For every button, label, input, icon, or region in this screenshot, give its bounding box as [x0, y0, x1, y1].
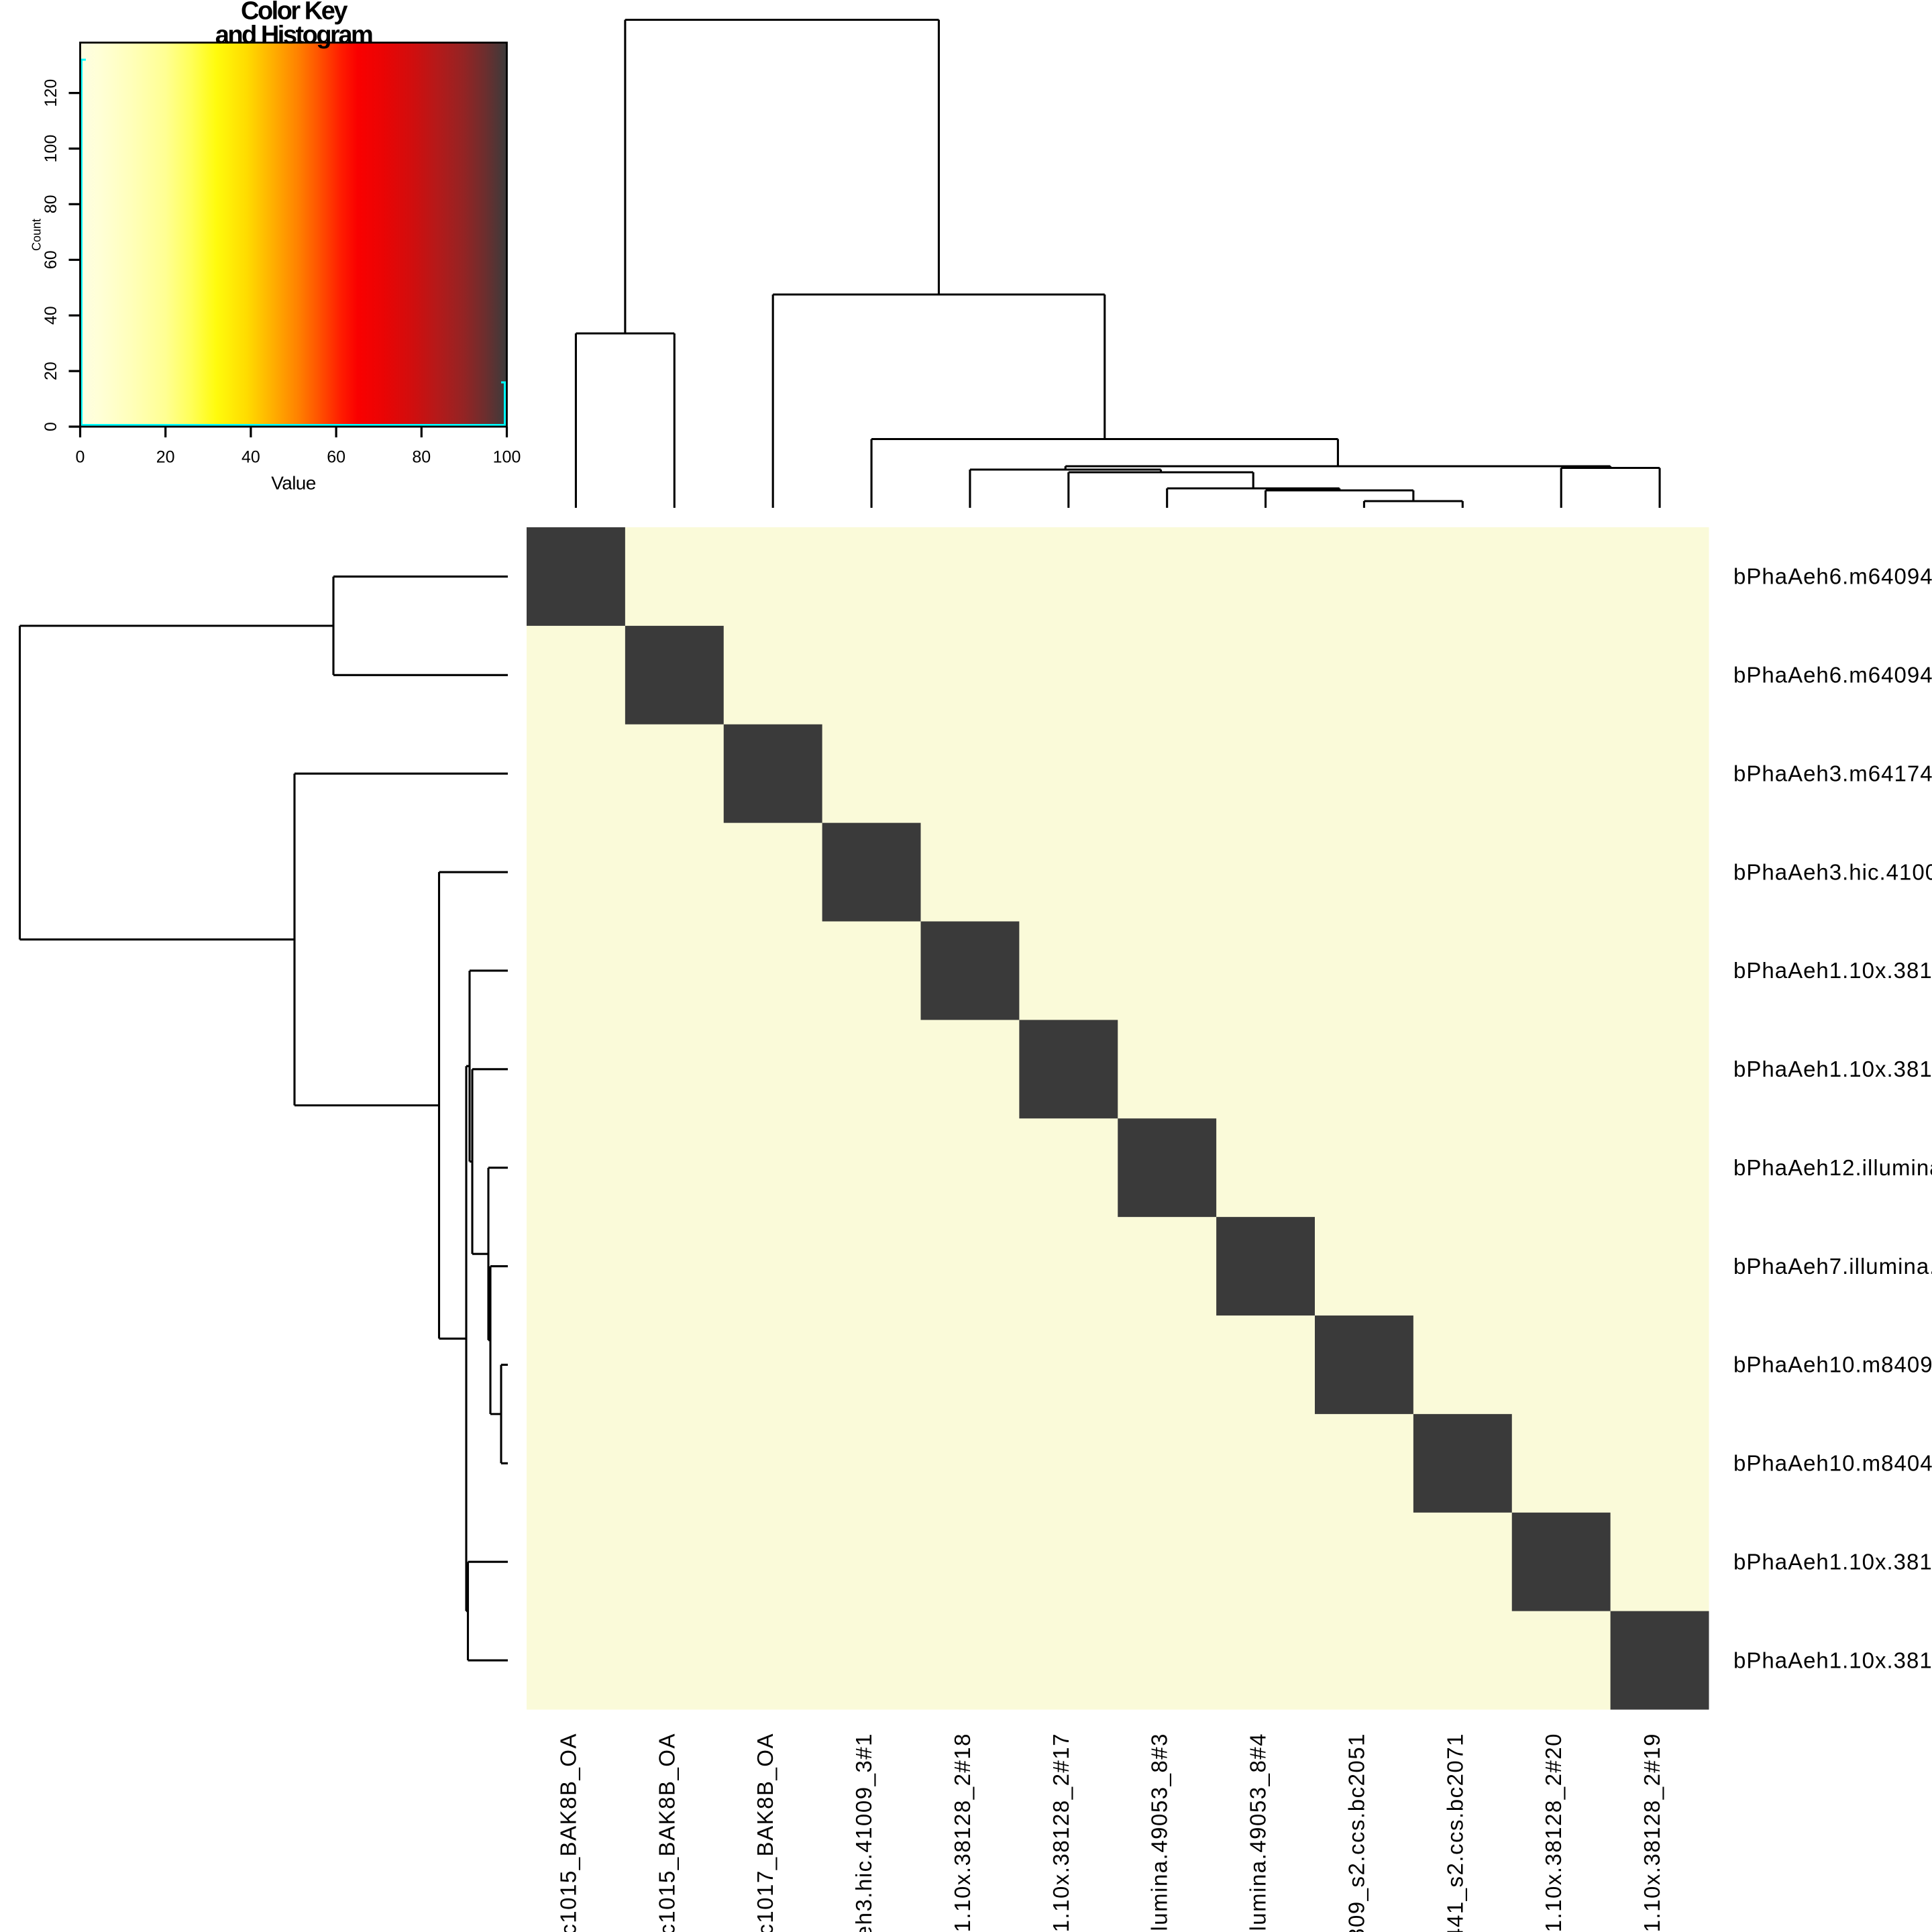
svg-text:80: 80	[412, 448, 431, 467]
svg-text:0: 0	[76, 448, 85, 467]
svg-text:bPhaAeh10.m84046_200441_s2.ccs: bPhaAeh10.m84046_200441_s2.ccs.bc2071	[1442, 1733, 1467, 1932]
svg-text:bPhaAeh1.10x.38128_2#19: bPhaAeh1.10x.38128_2#19	[1640, 1733, 1664, 1932]
svg-text:40: 40	[241, 448, 260, 467]
svg-text:bPhaAeh1.10x.38128_2#17: bPhaAeh1.10x.38128_2#17	[1733, 1057, 1932, 1081]
svg-text:and Histogram: and Histogram	[215, 21, 372, 50]
svg-text:bPhaAeh7.illumina.49053_8#4: bPhaAeh7.illumina.49053_8#4	[1246, 1733, 1271, 1932]
svg-text:bPhaAeh12.illumina.49053_8#3: bPhaAeh12.illumina.49053_8#3	[1147, 1733, 1172, 1932]
svg-text:bPhaAeh7.illumina.49053_8#4: bPhaAeh7.illumina.49053_8#4	[1733, 1254, 1932, 1279]
svg-text:120: 120	[42, 79, 60, 107]
svg-text:bPhaAeh6.m64094e_210223.ccs.bc: bPhaAeh6.m64094e_210223.ccs.bc1015_BAK8B…	[555, 1733, 580, 1932]
svg-text:bPhaAeh10.m84094_200809_s2.ccs: bPhaAeh10.m84094_200809_s2.ccs.bc2051	[1733, 1352, 1932, 1377]
svg-text:bPhaAeh1.10x.38128_2#20: bPhaAeh1.10x.38128_2#20	[1541, 1733, 1566, 1932]
svg-text:bPhaAeh3.m64174e_210222.ccs.bc: bPhaAeh3.m64174e_210222.ccs.bc1017_BAK8B…	[753, 1733, 777, 1932]
svg-text:20: 20	[42, 362, 60, 380]
svg-text:bPhaAeh3.hic.41009_3#1: bPhaAeh3.hic.41009_3#1	[1733, 859, 1932, 884]
svg-text:20: 20	[156, 448, 175, 467]
svg-text:bPhaAeh3.hic.41009_3#1: bPhaAeh3.hic.41009_3#1	[851, 1733, 876, 1932]
svg-text:bPhaAeh3.m64174e_210222.ccs.bc: bPhaAeh3.m64174e_210222.ccs.bc1017_BAK8B…	[1733, 761, 1932, 786]
svg-text:bPhaAeh6.m64094e_210223.ccs.bc: bPhaAeh6.m64094e_210223.ccs.bc1015_BAK8B…	[1733, 564, 1932, 589]
svg-text:0: 0	[42, 422, 60, 431]
svg-text:Count: Count	[30, 219, 44, 251]
svg-text:bPhaAeh1.10x.38128_2#18: bPhaAeh1.10x.38128_2#18	[950, 1733, 975, 1932]
svg-text:Value: Value	[271, 473, 316, 494]
svg-text:80: 80	[42, 195, 60, 213]
svg-text:bPhaAeh10.m84094_200809_s2.ccs: bPhaAeh10.m84094_200809_s2.ccs.bc2051	[1344, 1733, 1368, 1932]
svg-text:40: 40	[42, 306, 60, 325]
svg-text:100: 100	[42, 135, 60, 163]
svg-text:bPhaAeh1.10x.38128_2#20: bPhaAeh1.10x.38128_2#20	[1733, 1549, 1932, 1574]
svg-text:bPhaAeh1.10x.38128_2#17: bPhaAeh1.10x.38128_2#17	[1049, 1733, 1073, 1932]
svg-text:bPhaAeh10.m84046_200441_s2.ccs: bPhaAeh10.m84046_200441_s2.ccs.bc2071	[1733, 1451, 1932, 1476]
svg-text:bPhaAeh6.m64094e_210225.ccs.bc: bPhaAeh6.m64094e_210225.ccs.bc1015_BAK8B…	[654, 1733, 679, 1932]
svg-text:bPhaAeh1.10x.38128_2#18: bPhaAeh1.10x.38128_2#18	[1733, 958, 1932, 983]
svg-text:60: 60	[42, 250, 60, 269]
svg-text:bPhaAeh12.illumina.49053_8#3: bPhaAeh12.illumina.49053_8#3	[1733, 1155, 1932, 1180]
svg-text:100: 100	[493, 448, 521, 467]
svg-text:bPhaAeh1.10x.38128_2#19: bPhaAeh1.10x.38128_2#19	[1733, 1648, 1932, 1672]
svg-text:Color Key: Color Key	[241, 0, 347, 25]
svg-text:60: 60	[327, 448, 345, 467]
svg-text:bPhaAeh6.m64094e_210225.ccs.bc: bPhaAeh6.m64094e_210225.ccs.bc1015_BAK8B…	[1733, 663, 1932, 688]
